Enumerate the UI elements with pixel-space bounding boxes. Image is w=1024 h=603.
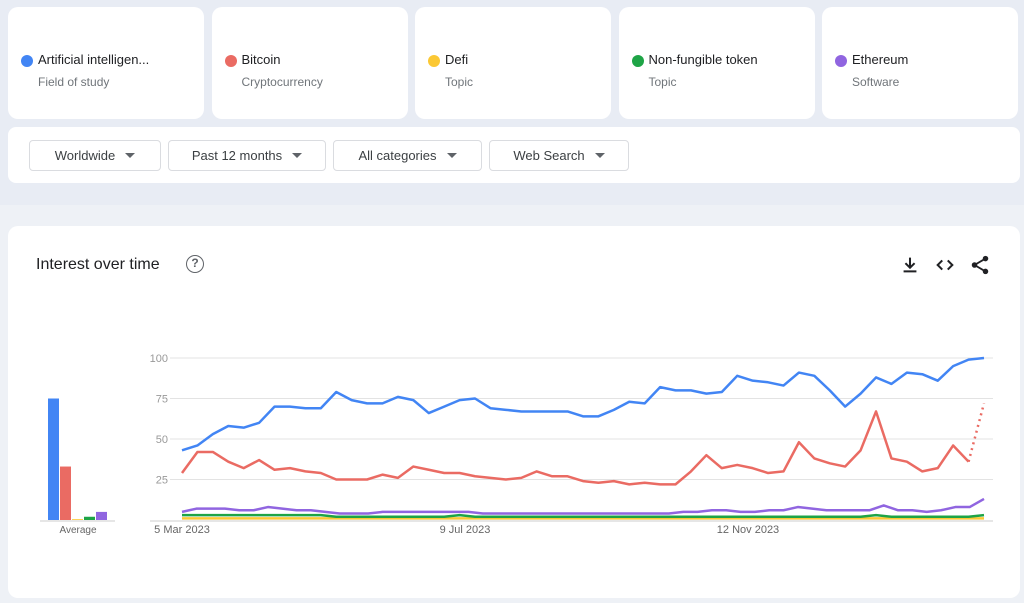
term-name: Bitcoin [241,52,281,67]
series-line [180,410,970,486]
interest-over-time-panel: Interest over time ? [8,226,1020,598]
series-color-dot [428,55,440,67]
term-type: Software [852,75,900,89]
caret-down-icon [594,153,605,158]
term-name: Ethereum [852,52,909,67]
search-term-card[interactable]: Bitcoin Cryptocurrency [211,7,408,119]
y-tick-label: 25 [156,475,168,487]
average-bar [48,398,59,520]
series-color-dot [224,55,237,67]
x-tick-label: 9 Jul 2023 [440,524,491,536]
term-name: Non-fungible token [648,52,758,67]
region-label: Worldwide [54,148,116,163]
term-name: Defi [445,52,469,67]
search-type-dropdown[interactable]: Web Search [489,140,629,171]
search-type-label: Web Search [513,148,585,163]
average-bar [72,519,83,520]
series-color-dot [631,55,644,67]
category-label: All categories [358,148,437,163]
region-dropdown[interactable]: Worldwide [29,140,161,171]
embed-code-icon[interactable] [934,254,956,276]
search-term-card[interactable]: Defi Topic [415,7,611,119]
time-range-label: Past 12 months [191,148,283,163]
caret-down-icon [446,153,457,158]
filter-bar: Worldwide Past 12 months All categories … [8,127,1020,183]
series-color-dot [835,55,847,67]
average-bar [96,511,107,520]
caret-down-icon [292,153,303,158]
average-bar [84,516,95,520]
y-tick-label: 100 [150,353,168,365]
term-type: Topic [445,75,474,89]
series-color-dot [21,55,33,67]
share-icon[interactable] [969,254,991,276]
term-type: Field of study [38,75,110,89]
term-type: Topic [648,75,677,89]
y-tick-label: 75 [156,394,168,406]
partial-data-line [967,403,986,462]
series-line [181,356,985,452]
category-dropdown[interactable]: All categories [333,140,482,171]
help-icon[interactable]: ? [186,255,204,273]
search-term-card[interactable]: Non-fungible token Topic [618,7,815,119]
y-tick-label: 50 [156,434,168,446]
search-term-card[interactable]: Artificial intelligen... Field of study [8,7,204,119]
average-bar [60,466,71,520]
download-icon[interactable] [899,254,921,276]
x-tick-label: 12 Nov 2023 [717,524,779,536]
series-line [182,513,985,519]
term-name: Artificial intelligen... [38,52,150,67]
series-line [181,497,985,515]
time-range-dropdown[interactable]: Past 12 months [168,140,326,171]
average-label: Average [59,525,97,536]
x-tick-label: 5 Mar 2023 [154,524,210,536]
caret-down-icon [125,153,136,158]
panel-title: Interest over time [36,256,160,273]
search-term-card[interactable]: Ethereum Software [822,7,1018,119]
term-type: Cryptocurrency [241,75,323,89]
